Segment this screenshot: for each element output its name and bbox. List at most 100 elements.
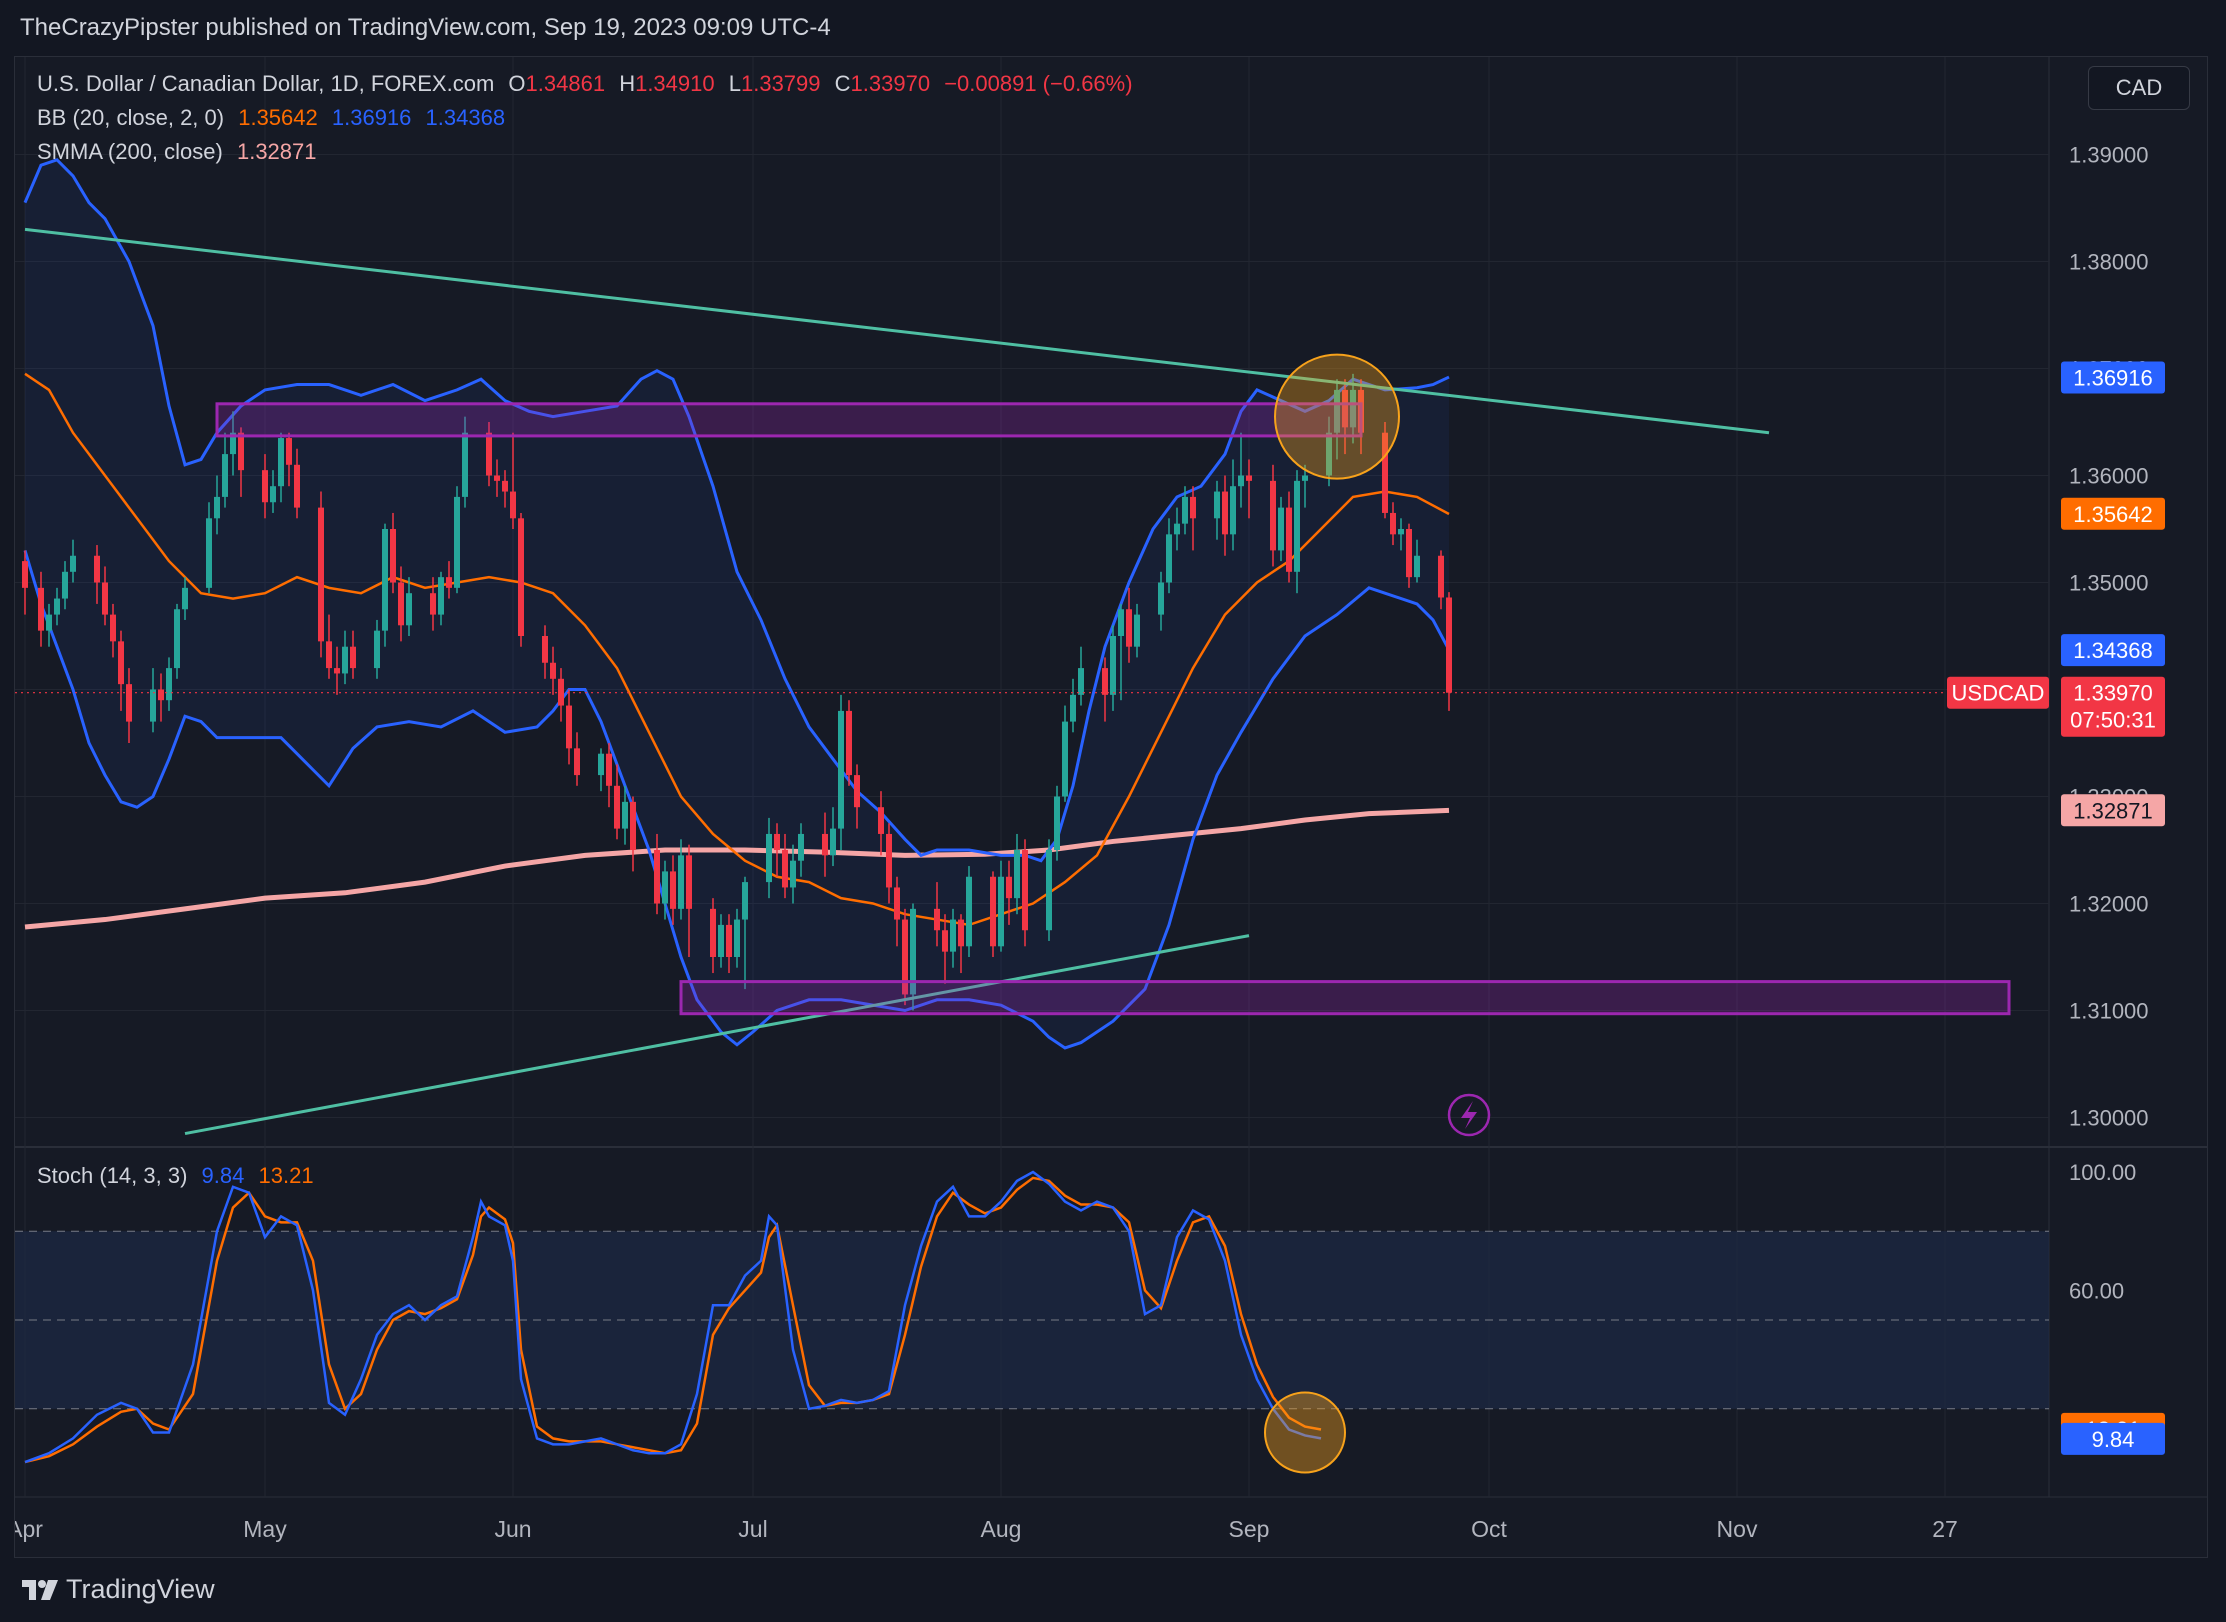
candle-body: [1222, 491, 1228, 535]
candle-body: [430, 593, 436, 615]
candle: [22, 550, 28, 615]
stoch-k-value: 9.84: [201, 1163, 245, 1188]
candle: [222, 432, 228, 508]
support-zone[interactable]: [679, 980, 2011, 1016]
candle-body: [718, 924, 724, 957]
smma-price-label: 1.32871: [2061, 794, 2165, 827]
time-axis: Apr May Jun Jul Aug Sep Oct Nov 27: [15, 1516, 1958, 1542]
candle-body: [118, 641, 124, 685]
candle-body: [742, 882, 748, 920]
candle: [174, 603, 180, 679]
candle-body: [766, 833, 772, 883]
candle: [1382, 422, 1388, 519]
lower-trendline[interactable]: [184, 934, 1250, 1136]
candle-body: [486, 432, 492, 476]
candle-body: [1022, 850, 1028, 931]
candle-body: [462, 432, 468, 497]
candle-body: [846, 710, 852, 776]
candle-body: [1382, 432, 1388, 513]
bb-upper-price-label-text: 1.36916: [2073, 365, 2153, 390]
candle: [574, 732, 580, 786]
x-tick-label: Jul: [738, 1516, 767, 1542]
candle-body: [398, 582, 404, 626]
candle: [854, 764, 860, 829]
axes: 1.390001.380001.370001.360001.350001.340…: [2069, 143, 2149, 1304]
last-price-text: 1.33970: [2073, 681, 2153, 706]
candle: [1390, 502, 1396, 546]
candle-body: [494, 475, 500, 481]
candle-body: [790, 860, 796, 888]
bb-basis-line: [24, 372, 1450, 927]
y-tick-label: 1.35000: [2069, 571, 2149, 596]
candle-body: [1246, 475, 1252, 481]
candle: [734, 908, 740, 968]
oversold-circle[interactable]: [1264, 1391, 1346, 1474]
candle: [1246, 459, 1252, 519]
chart-frame[interactable]: 1.390001.380001.370001.360001.350001.340…: [14, 56, 2208, 1558]
currency-button[interactable]: CAD: [2088, 66, 2190, 110]
candle-body: [510, 491, 516, 519]
bb-upper-price-label: 1.36916: [2061, 361, 2165, 394]
candle: [1006, 860, 1012, 925]
bb-basis-price-label-bg: [2061, 497, 2165, 530]
candle-body: [1062, 721, 1068, 797]
resistance-touch-circle[interactable]: [1274, 353, 1400, 480]
bb-basis-price-label-text: 1.35642: [2073, 502, 2153, 527]
publisher-bar: TheCrazyPipster published on TradingView…: [0, 0, 2226, 52]
candle: [1078, 646, 1084, 706]
candle: [334, 646, 340, 695]
candle: [550, 646, 556, 695]
y-tick-label: 1.31000: [2069, 999, 2149, 1024]
candle-body: [382, 529, 388, 631]
candle-body: [1070, 694, 1076, 722]
candle: [1414, 539, 1420, 583]
candle: [950, 908, 956, 968]
tradingview-logo[interactable]: TradingView: [22, 1574, 215, 1605]
candle: [1110, 625, 1116, 711]
candle: [1182, 486, 1188, 535]
change-value: −0.00891 (−0.66%): [944, 71, 1133, 96]
candle: [382, 523, 388, 647]
candle: [278, 432, 284, 503]
candle-body: [262, 470, 268, 503]
y-tick-label: 1.38000: [2069, 250, 2149, 275]
bb-fill: [25, 159, 1449, 1048]
candle-body: [174, 609, 180, 669]
symbol-tag-bg: [1947, 676, 2049, 709]
candle-body: [1166, 534, 1172, 583]
candle-body: [910, 908, 916, 995]
chart-canvas[interactable]: 1.390001.380001.370001.360001.350001.340…: [15, 57, 2207, 1557]
candle-body: [886, 833, 892, 888]
candle: [910, 903, 916, 1011]
x-tick-label: Apr: [15, 1516, 43, 1542]
candle: [54, 587, 60, 626]
stoch-d-line: [24, 1176, 1322, 1464]
candle-body: [598, 753, 604, 776]
candle: [1166, 518, 1172, 594]
candle: [1334, 379, 1340, 460]
stoch-k-price-label-bg: [2061, 1422, 2165, 1455]
upper-trendline[interactable]: [24, 227, 1770, 435]
stoch-y-tick-label: 100.00: [2069, 1160, 2136, 1185]
tradingview-brand: TradingView: [66, 1574, 215, 1604]
candle-body: [1054, 796, 1060, 850]
resistance-zone[interactable]: [215, 402, 1363, 438]
candle-body: [1446, 597, 1452, 693]
candle-body: [46, 614, 52, 631]
candle-body: [502, 480, 508, 492]
countdown-text: 07:50:31: [2070, 708, 2156, 733]
stoch-k-price-label-text: 9.84: [2092, 1427, 2135, 1452]
candles: [22, 373, 1452, 1011]
smma-value: 1.32871: [236, 139, 317, 164]
candle-body: [726, 924, 732, 957]
candle: [70, 539, 76, 583]
candle: [270, 470, 276, 513]
candle: [206, 502, 212, 594]
candle-body: [878, 807, 884, 834]
candle-body: [606, 753, 612, 786]
candle-body: [406, 593, 412, 626]
candle-body: [542, 636, 548, 663]
lightning-icon[interactable]: [1447, 1093, 1491, 1137]
candle-body: [438, 577, 444, 615]
